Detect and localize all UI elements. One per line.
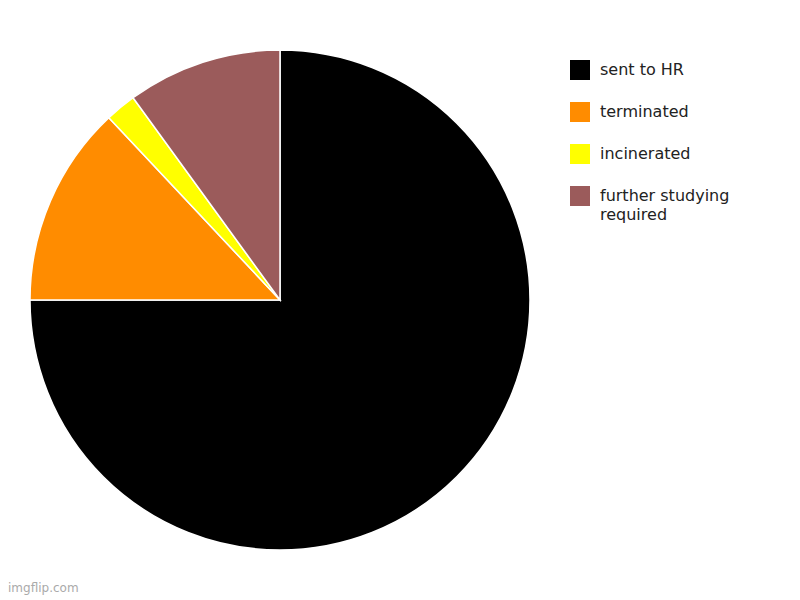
legend-label: terminated	[600, 102, 689, 121]
legend-item: sent to HR	[570, 60, 684, 80]
pie-slice	[30, 50, 530, 550]
annotation: imgflip.com	[8, 581, 79, 595]
pie	[30, 50, 530, 550]
legend-swatch	[570, 144, 590, 164]
legend-item: further studyingrequired	[570, 186, 729, 224]
chart: sent to HR terminated incinerated further s…	[0, 0, 800, 600]
pie-slice	[133, 50, 280, 300]
legend-swatch	[570, 186, 590, 206]
legend-label: sent to HR	[600, 60, 684, 79]
legend-swatch	[570, 60, 590, 80]
legend-label: incinerated	[600, 144, 690, 163]
legend-label: further studyingrequired	[600, 186, 729, 224]
legend-item: terminated	[570, 102, 689, 122]
legend-item: incinerated	[570, 144, 690, 164]
legend-swatch	[570, 102, 590, 122]
legend: sent to HR terminated incinerated further s…	[570, 60, 729, 224]
